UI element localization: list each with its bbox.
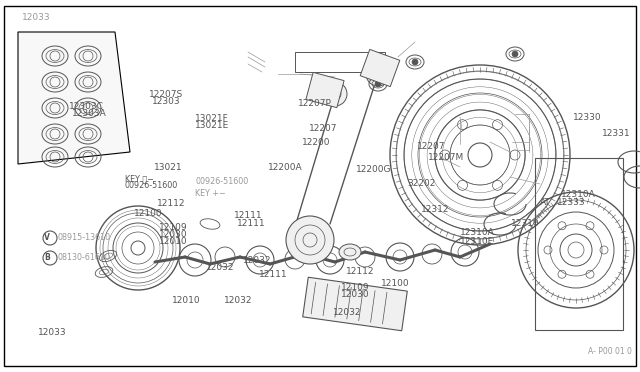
Text: 12109: 12109 — [159, 223, 188, 232]
Bar — [535, 158, 623, 330]
Text: AT: AT — [540, 198, 551, 207]
Text: 08130-61610: 08130-61610 — [57, 253, 110, 263]
Text: 12030: 12030 — [159, 230, 188, 239]
Text: 12310: 12310 — [511, 219, 540, 228]
Text: 00926-51600: 00926-51600 — [125, 181, 178, 190]
Text: 12312: 12312 — [421, 205, 450, 214]
Text: B: B — [44, 253, 50, 263]
Text: 12303C: 12303C — [68, 102, 103, 111]
Text: 12331: 12331 — [602, 129, 630, 138]
Text: 32202: 32202 — [407, 179, 435, 187]
Text: 13021: 13021 — [154, 163, 182, 172]
Circle shape — [375, 81, 381, 87]
Text: 12032: 12032 — [333, 308, 362, 317]
Polygon shape — [306, 72, 344, 108]
Text: 12303: 12303 — [152, 97, 180, 106]
Text: 12111: 12111 — [259, 270, 288, 279]
Ellipse shape — [339, 244, 361, 260]
Polygon shape — [360, 49, 400, 87]
Text: KEY +−: KEY +− — [195, 189, 226, 199]
Text: 12207S: 12207S — [148, 90, 183, 99]
Text: 12100: 12100 — [381, 279, 410, 288]
Text: 12310A: 12310A — [460, 228, 494, 237]
Text: 12112: 12112 — [157, 199, 186, 208]
Text: 12207: 12207 — [417, 142, 446, 151]
Polygon shape — [18, 32, 130, 164]
Text: 12207P: 12207P — [298, 99, 332, 108]
Text: 12310A: 12310A — [561, 190, 595, 199]
Text: 12310E: 12310E — [460, 237, 494, 246]
Text: 12030: 12030 — [340, 290, 369, 299]
Text: 12033: 12033 — [22, 13, 51, 22]
Text: 00926-51600: 00926-51600 — [195, 177, 248, 186]
Circle shape — [323, 82, 347, 106]
Text: 12033: 12033 — [38, 328, 67, 337]
Text: 12111: 12111 — [237, 219, 266, 228]
Text: A- P00 01 0: A- P00 01 0 — [588, 347, 632, 356]
Text: 12010: 12010 — [159, 237, 188, 246]
Text: 12100: 12100 — [134, 209, 163, 218]
Text: 12032: 12032 — [206, 263, 235, 272]
Text: 12112: 12112 — [346, 267, 374, 276]
Text: KEY キ−: KEY キ− — [125, 175, 154, 184]
Text: V: V — [44, 234, 50, 243]
Text: 12207: 12207 — [308, 124, 337, 133]
Text: 12032: 12032 — [243, 256, 272, 265]
Text: 12111: 12111 — [234, 211, 262, 220]
Text: 12200G: 12200G — [356, 165, 391, 174]
Text: 13021F: 13021F — [195, 114, 228, 123]
Text: 12032: 12032 — [224, 296, 253, 305]
Circle shape — [366, 62, 390, 86]
Bar — [295, 52, 385, 72]
Text: 12207M: 12207M — [428, 153, 464, 162]
Text: 08915-13610: 08915-13610 — [57, 234, 110, 243]
Text: 12200: 12200 — [302, 138, 331, 147]
Text: 12330: 12330 — [573, 113, 602, 122]
Circle shape — [286, 216, 334, 264]
Text: 12200A: 12200A — [268, 163, 302, 172]
Text: 13021E: 13021E — [195, 121, 229, 130]
Text: 12109: 12109 — [340, 283, 369, 292]
Circle shape — [412, 59, 418, 65]
Polygon shape — [303, 277, 407, 331]
Text: 12333: 12333 — [557, 198, 586, 207]
Text: 12303A: 12303A — [72, 109, 106, 118]
Circle shape — [512, 51, 518, 57]
Text: 12010: 12010 — [172, 296, 200, 305]
